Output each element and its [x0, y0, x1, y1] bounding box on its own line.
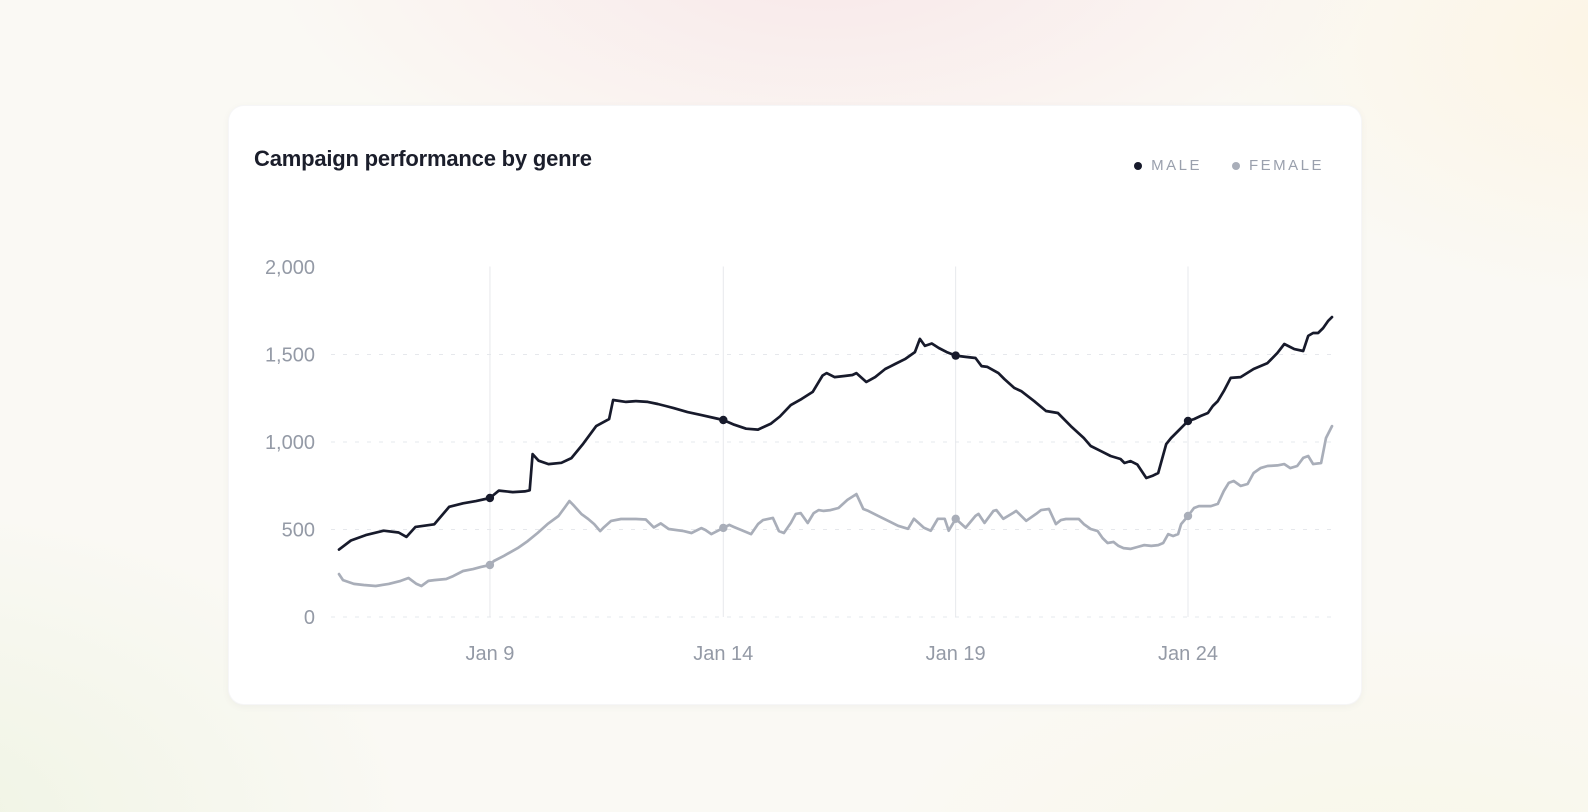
- male-series-marker: [1183, 416, 1193, 426]
- campaign-chart[interactable]: 0 500 1,000 1,500 2,000 Jan 9 Jan 14 Jan 19 Jan …: [229, 106, 1361, 704]
- female-series-marker: [1183, 511, 1193, 521]
- y-axis-tick-label: 1,000: [265, 432, 315, 454]
- female-series-marker: [485, 560, 495, 570]
- male-series-line: [337, 315, 1334, 551]
- legend-item-male[interactable]: MALE: [1134, 157, 1202, 174]
- legend-item-female[interactable]: FEMALE: [1231, 157, 1324, 174]
- campaign-card: Campaign performance by genre MALE FEMAL…: [228, 105, 1362, 705]
- male-series-marker: [951, 351, 960, 360]
- female-series-line: [337, 424, 1334, 588]
- y-axis-tick-label: 500: [282, 520, 315, 542]
- female-series-marker: [951, 514, 960, 523]
- male-series-marker: [719, 415, 728, 425]
- chart-legend: MALE FEMALE: [1134, 157, 1324, 174]
- y-axis-tick-label: 1,500: [265, 345, 315, 367]
- x-axis-tick-label: Jan 9: [465, 643, 514, 665]
- y-axis-tick-label: 2,000: [265, 257, 315, 279]
- y-axis-tick-label: 0: [304, 607, 315, 629]
- x-axis-tick-label: Jan 14: [693, 643, 753, 665]
- legend-label-male: MALE: [1151, 157, 1202, 174]
- female-series-dot-icon: [1231, 161, 1240, 170]
- x-axis-tick-label: Jan 24: [1158, 643, 1218, 665]
- female-series-marker: [719, 523, 728, 533]
- x-axis-tick-label: Jan 19: [926, 643, 986, 665]
- legend-label-female: FEMALE: [1248, 157, 1324, 174]
- male-series-marker: [485, 493, 495, 503]
- male-series-dot-icon: [1134, 161, 1143, 170]
- chart-title: Campaign performance by genre: [254, 146, 592, 171]
